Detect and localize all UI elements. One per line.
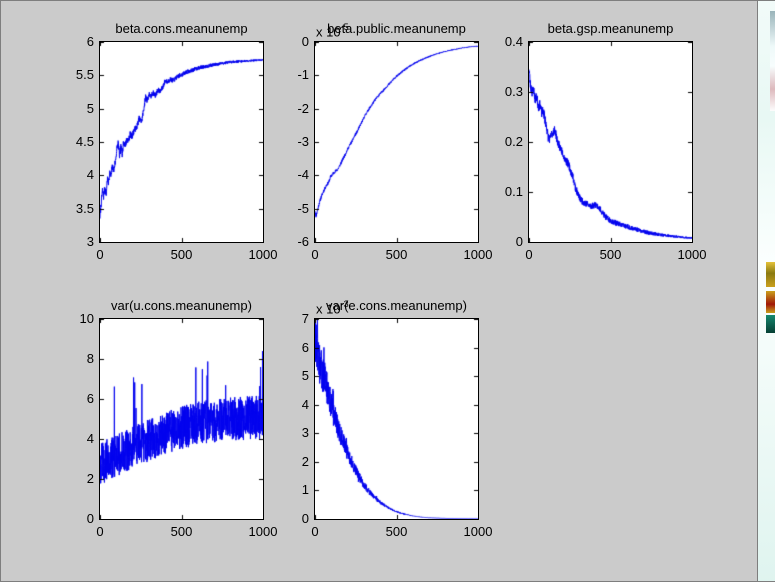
subplot-beta-cons-meanunemp: beta.cons.meanunemp 0 500 1000 3 3.5 4 4.5 5 5.5… xyxy=(76,21,278,262)
y-tick-label: 10 xyxy=(79,311,94,326)
x-tick-label: 1000 xyxy=(248,247,278,262)
y-tick-label: 5 xyxy=(301,368,309,384)
exponent-base: x 10 xyxy=(316,24,341,40)
y-tick-label: 0.2 xyxy=(504,134,523,149)
y-tick-label: 0 xyxy=(515,234,523,249)
y-tick-label: 3.5 xyxy=(75,200,94,216)
y-tick-label: -5 xyxy=(297,200,309,216)
y-tick-label: 0.3 xyxy=(504,84,523,99)
y-tick-label: 4 xyxy=(86,431,94,446)
subplot-beta-public-meanunemp: beta.public.meanunemp x 10-5 0 500 1000 -6-… xyxy=(297,21,492,262)
x-tick-label: 500 xyxy=(170,247,193,262)
exponent-power: -5 xyxy=(340,22,349,32)
y-tick-label: 5.5 xyxy=(75,67,94,83)
y-tick-label: 5 xyxy=(86,100,94,116)
x-tick-label: 1000 xyxy=(463,247,493,262)
y-axis-exponent-label: x 10-3 xyxy=(316,299,349,317)
plot-title: var(u.cons.meanunemp) xyxy=(111,298,252,313)
plot-canvas xyxy=(100,42,263,242)
desktop-icon-fragment[interactable] xyxy=(766,291,775,313)
y-tick-label: -4 xyxy=(297,167,309,183)
exponent-base: x 10 xyxy=(316,301,341,317)
y-tick-label: 6 xyxy=(301,339,309,355)
plot-title: beta.cons.meanunemp xyxy=(115,21,248,36)
plot-canvas xyxy=(529,42,692,242)
desktop-background-strip xyxy=(757,1,775,581)
desktop-window-fragment xyxy=(770,11,775,111)
plot-title: beta.public.meanunemp xyxy=(327,21,466,36)
y-tick-label: 4.5 xyxy=(75,134,94,149)
y-tick-label: 0 xyxy=(301,511,309,526)
x-tick-label: 500 xyxy=(385,247,408,262)
y-tick-label: 7 xyxy=(301,311,309,326)
y-tick-label: 0.1 xyxy=(504,184,523,199)
x-tick-label: 0 xyxy=(96,524,104,539)
y-tick-label: 6 xyxy=(86,391,94,406)
y-tick-label: 0.4 xyxy=(504,34,523,49)
x-tick-label: 0 xyxy=(311,247,319,262)
subplot-var-e-cons-meanunemp: var(e.cons.meanunemp) x 10-3 0 500 1000 0 1 2… xyxy=(302,298,493,539)
y-tick-label: 6 xyxy=(86,34,94,49)
x-tick-label: 500 xyxy=(385,524,408,539)
y-tick-label: 2 xyxy=(86,471,94,486)
y-tick-label: 3 xyxy=(301,425,309,441)
y-tick-label: 4 xyxy=(301,396,309,412)
y-tick-label: 1 xyxy=(301,482,309,498)
y-axis-exponent-label: x 10-5 xyxy=(316,22,349,40)
exponent-power: -3 xyxy=(340,299,349,309)
x-tick-label: 1000 xyxy=(248,524,278,539)
desktop-icon-fragment[interactable] xyxy=(766,262,775,287)
y-tick-label: 3 xyxy=(86,234,94,249)
x-tick-label: 1000 xyxy=(677,247,707,262)
plot-canvas xyxy=(315,42,478,242)
y-tick-label: -2 xyxy=(297,100,309,116)
x-tick-label: 500 xyxy=(170,524,193,539)
y-tick-label: 0 xyxy=(86,511,94,526)
x-tick-label: 0 xyxy=(96,247,104,262)
y-tick-label: -3 xyxy=(297,134,309,149)
y-tick-label: -1 xyxy=(297,67,309,83)
plot-canvas xyxy=(100,319,263,519)
x-tick-label: 0 xyxy=(311,524,319,539)
x-tick-label: 1000 xyxy=(463,524,493,539)
y-tick-label: 4 xyxy=(86,167,94,183)
plot-title: var(e.cons.meanunemp) xyxy=(326,298,467,313)
y-tick-label: -6 xyxy=(297,234,309,249)
x-tick-label: 500 xyxy=(599,247,622,262)
y-tick-label: 0 xyxy=(301,34,309,49)
subplot-beta-gsp-meanunemp: beta.gsp.meanunemp 0 500 1000 0 0.1 0.2 0.3 0.4 xyxy=(505,21,707,262)
plot-canvas xyxy=(315,319,478,519)
matlab-figure-window: beta.cons.meanunemp 0 500 1000 3 3.5 4 4.5 5 5.5… xyxy=(1,1,759,581)
y-tick-label: 2 xyxy=(301,453,309,469)
subplot-var-u-cons-meanunemp: var(u.cons.meanunemp) 0 500 1000 0 2 4 6 8 10 xyxy=(80,298,278,539)
plot-title: beta.gsp.meanunemp xyxy=(547,21,674,36)
y-tick-label: 8 xyxy=(86,351,94,366)
desktop-icon-fragment[interactable] xyxy=(766,315,775,333)
x-tick-label: 0 xyxy=(525,247,533,262)
